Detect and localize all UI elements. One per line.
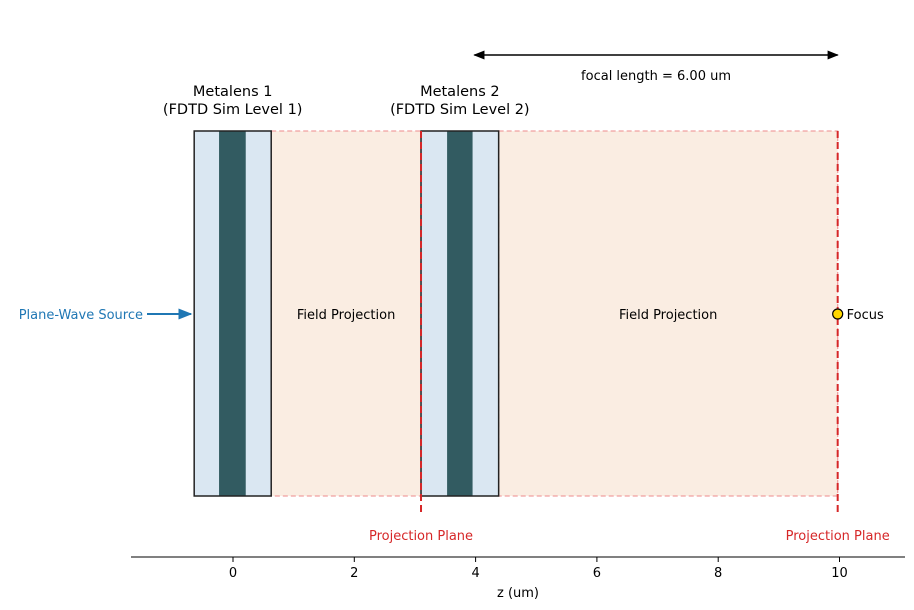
tick-label: 0 xyxy=(229,566,237,581)
field-projection-region xyxy=(497,130,839,497)
metalens-subtitle: (FDTD Sim Level 2) xyxy=(390,102,530,118)
field-projection-label: Field Projection xyxy=(297,308,395,323)
axis-label: z (um) xyxy=(497,586,539,601)
field-projection-label: Field Projection xyxy=(619,308,717,323)
x-axis: 0 2 4 6 8 10 z (um) xyxy=(131,556,905,601)
field-projection-region xyxy=(270,130,422,497)
metalens-core xyxy=(447,131,473,496)
tick-label: 6 xyxy=(593,566,601,581)
metalens-subtitle: (FDTD Sim Level 1) xyxy=(163,102,303,118)
tick-label: 4 xyxy=(471,566,479,581)
projection-plane-label: Projection Plane xyxy=(369,529,473,544)
tick-label: 8 xyxy=(714,566,722,581)
projection-plane-label: Projection Plane xyxy=(786,529,890,544)
source-label: Plane-Wave Source xyxy=(19,308,143,323)
metalens-title: Metalens 2 xyxy=(420,84,500,100)
tick-label: 2 xyxy=(350,566,358,581)
metalens-core xyxy=(219,131,246,496)
focus-marker xyxy=(832,308,844,320)
focus-label: Focus xyxy=(847,308,884,323)
metalens-outline xyxy=(193,130,272,497)
focal-length-label: focal length = 6.00 um xyxy=(581,69,731,84)
tick-label: 10 xyxy=(831,566,848,581)
metalens-title: Metalens 1 xyxy=(193,84,273,100)
